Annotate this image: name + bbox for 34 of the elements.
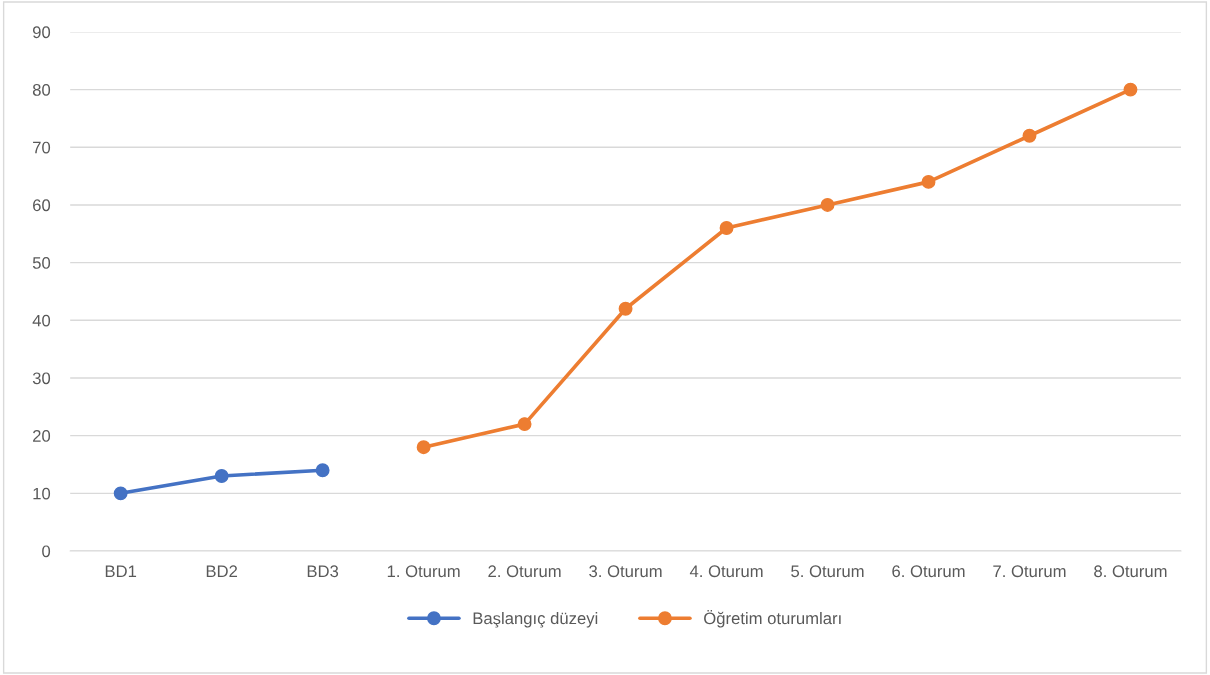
- point: [719, 221, 734, 235]
- x-tick-label: 5. Oturum: [791, 565, 864, 578]
- y-tick-label: 90: [32, 26, 51, 39]
- x-tick-label: 1. Oturum: [387, 565, 460, 578]
- legend-label: Öğretim oturumları: [704, 610, 841, 628]
- point: [517, 417, 532, 432]
- y-tick-label: 70: [33, 141, 51, 154]
- point: [618, 301, 633, 316]
- x-tick-label: BD2: [206, 565, 238, 577]
- y-tick-label: 30: [32, 372, 51, 385]
- legend-label: Başlangıç düzeyi: [473, 611, 598, 628]
- point: [214, 469, 229, 483]
- x-tick-label: 2. Oturum: [488, 565, 561, 578]
- y-tick-label: 20: [33, 430, 51, 442]
- y-tick-label: 60: [33, 199, 51, 212]
- point: [113, 486, 128, 501]
- point: [1022, 128, 1037, 143]
- point: [820, 198, 835, 212]
- x-tick-label: 4. Oturum: [689, 565, 763, 578]
- y-tick-label: 80: [32, 84, 51, 96]
- x-tick-label: BD1: [105, 565, 137, 577]
- point: [1123, 82, 1138, 97]
- y-tick-label: 0: [42, 545, 51, 558]
- y-tick-label: 50: [32, 257, 51, 269]
- x-tick-label: 8. Oturum: [1094, 565, 1167, 578]
- point: [921, 174, 936, 189]
- x-tick-label: BD3: [307, 565, 339, 578]
- x-tick-label: 6. Oturum: [892, 565, 965, 578]
- point: [416, 440, 431, 455]
- y-tick-label: 40: [32, 314, 51, 327]
- point: [315, 463, 330, 478]
- y-tick-label: 10: [33, 487, 51, 500]
- x-tick-label: 7. Oturum: [993, 565, 1066, 578]
- x-tick-label: 3. Oturum: [589, 565, 662, 578]
